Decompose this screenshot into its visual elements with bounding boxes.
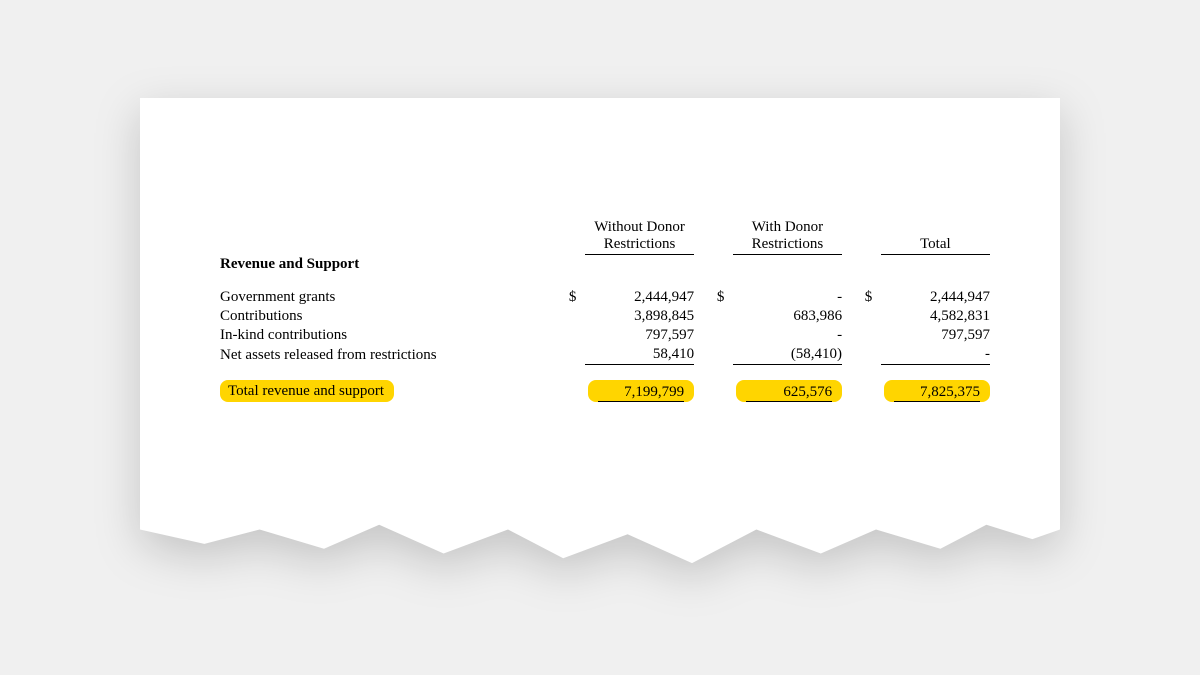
document-content: Without DonorRestrictions With DonorRest… <box>140 98 1060 578</box>
total-without-highlight: 7,199,799 <box>588 380 694 402</box>
row-with: 683,986 <box>733 307 842 326</box>
col-header-without: Without DonorRestrictions <box>585 218 694 255</box>
total-label-highlight: Total revenue and support <box>220 380 394 402</box>
col-header-total-text: Total <box>920 236 951 252</box>
document-paper: Without DonorRestrictions With DonorRest… <box>140 98 1060 578</box>
currency-symbol <box>717 345 733 365</box>
total-total: 7,825,375 <box>894 384 980 402</box>
currency-symbol <box>569 345 585 365</box>
section-title-row: Revenue and Support <box>220 255 990 274</box>
row-without: 2,444,947 <box>585 288 694 307</box>
row-with: (58,410) <box>733 345 842 365</box>
row-without: 3,898,845 <box>585 307 694 326</box>
currency-symbol <box>865 345 881 365</box>
currency-symbol <box>569 326 585 345</box>
revenue-support-table: Without DonorRestrictions With DonorRest… <box>220 218 990 403</box>
row-total: 4,582,831 <box>881 307 990 326</box>
row-with: - <box>733 326 842 345</box>
col-header-without-text: Without DonorRestrictions <box>594 219 685 252</box>
section-title: Revenue and Support <box>220 255 990 274</box>
total-row: Total revenue and support 7,199,799 625,… <box>220 379 990 403</box>
currency-symbol <box>717 307 733 326</box>
currency-symbol: $ <box>865 288 881 307</box>
col-header-total: Total <box>881 218 990 255</box>
total-with-highlight: 625,576 <box>736 380 842 402</box>
row-label: Contributions <box>220 307 569 326</box>
currency-symbol <box>569 307 585 326</box>
total-with: 625,576 <box>746 384 832 402</box>
row-with: - <box>733 288 842 307</box>
col-header-with: With DonorRestrictions <box>733 218 842 255</box>
total-label: Total revenue and support <box>228 383 384 399</box>
total-without: 7,199,799 <box>598 384 684 402</box>
table-row: Net assets released from restrictions 58,… <box>220 345 990 365</box>
currency-symbol <box>865 326 881 345</box>
table-row: Contributions 3,898,845 683,986 4,582,831 <box>220 307 990 326</box>
table-header-row: Without DonorRestrictions With DonorRest… <box>220 218 990 255</box>
row-without: 797,597 <box>585 326 694 345</box>
currency-symbol <box>865 307 881 326</box>
currency-symbol <box>717 326 733 345</box>
currency-symbol: $ <box>569 288 585 307</box>
table-row: Government grants$2,444,947$-$2,444,947 <box>220 288 990 307</box>
row-label: Net assets released from restrictions <box>220 345 569 365</box>
row-without: 58,410 <box>585 345 694 365</box>
row-total: 797,597 <box>881 326 990 345</box>
row-total: 2,444,947 <box>881 288 990 307</box>
row-total: - <box>881 345 990 365</box>
table-row: In-kind contributions 797,597 - 797,597 <box>220 326 990 345</box>
currency-symbol: $ <box>717 288 733 307</box>
row-label: Government grants <box>220 288 569 307</box>
row-label: In-kind contributions <box>220 326 569 345</box>
col-header-with-text: With DonorRestrictions <box>752 219 824 252</box>
total-total-highlight: 7,825,375 <box>884 380 990 402</box>
